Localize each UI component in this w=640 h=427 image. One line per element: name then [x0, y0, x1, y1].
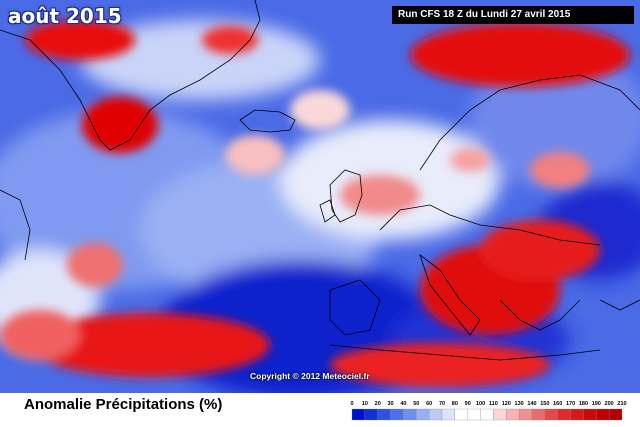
scale-swatch	[583, 408, 597, 421]
scale-tick-label: 200	[605, 401, 614, 407]
scale-swatch	[390, 408, 404, 421]
copyright-text: Copyright © 2012 Meteociel.fr	[250, 371, 370, 381]
scale-swatch	[518, 408, 533, 421]
scale-tick-label: 110	[489, 401, 498, 407]
scale-swatch	[557, 408, 571, 421]
scale-swatch	[506, 408, 520, 421]
scale-swatch	[416, 408, 430, 421]
scale-tick-label: 170	[566, 401, 575, 407]
scale-swatch	[454, 408, 468, 421]
scale-tick-label: 210	[617, 401, 626, 407]
scale-swatch	[480, 408, 494, 421]
scale-swatch	[493, 408, 507, 421]
scale-tick-label: 130	[515, 401, 524, 407]
scale-swatch	[428, 408, 443, 421]
scale-swatch	[403, 408, 417, 421]
legend-title: Anomalie Précipitations (%)	[24, 396, 223, 413]
scale-tick-label: 180	[579, 401, 588, 407]
scale-swatch	[608, 408, 623, 421]
scale-tick-label: 50	[413, 401, 419, 407]
scale-tick-label: 140	[527, 401, 536, 407]
scale-tick-label: 150	[540, 401, 549, 407]
map-month-title: août 2015	[8, 4, 122, 28]
scale-tick-label: 60	[426, 401, 432, 407]
scale-swatch	[364, 408, 378, 421]
scale-tick-label: 90	[465, 401, 471, 407]
scale-swatch	[544, 408, 558, 421]
scale-tick-label: 20	[375, 401, 381, 407]
scale-swatch	[467, 408, 481, 421]
scale-tick-label: 190	[592, 401, 601, 407]
color-scale: 0 10 20 30 40 50 60 70 80 90 100 110 120 130 140 150 160…	[350, 401, 627, 421]
scale-swatch	[351, 408, 366, 421]
scale-tick-label: 80	[452, 401, 458, 407]
scale-tick-label: 10	[362, 401, 368, 407]
scale-tick-label: 0	[350, 401, 353, 407]
scale-swatch	[377, 408, 391, 421]
scale-tick-label: 120	[502, 401, 511, 407]
scale-tick-label: 70	[439, 401, 445, 407]
scale-swatch	[570, 408, 584, 421]
scale-swatch	[441, 408, 456, 421]
precipitation-anomaly-map	[0, 0, 640, 393]
run-info-label: Run CFS 18 Z du Lundi 27 avril 2015	[392, 6, 634, 24]
scale-swatch	[531, 408, 546, 421]
scale-tick-label: 160	[553, 401, 562, 407]
scale-tick-label: 40	[400, 401, 406, 407]
scale-tick-label: 30	[388, 401, 394, 407]
scale-tick-label: 100	[476, 401, 485, 407]
scale-swatch	[596, 408, 610, 421]
